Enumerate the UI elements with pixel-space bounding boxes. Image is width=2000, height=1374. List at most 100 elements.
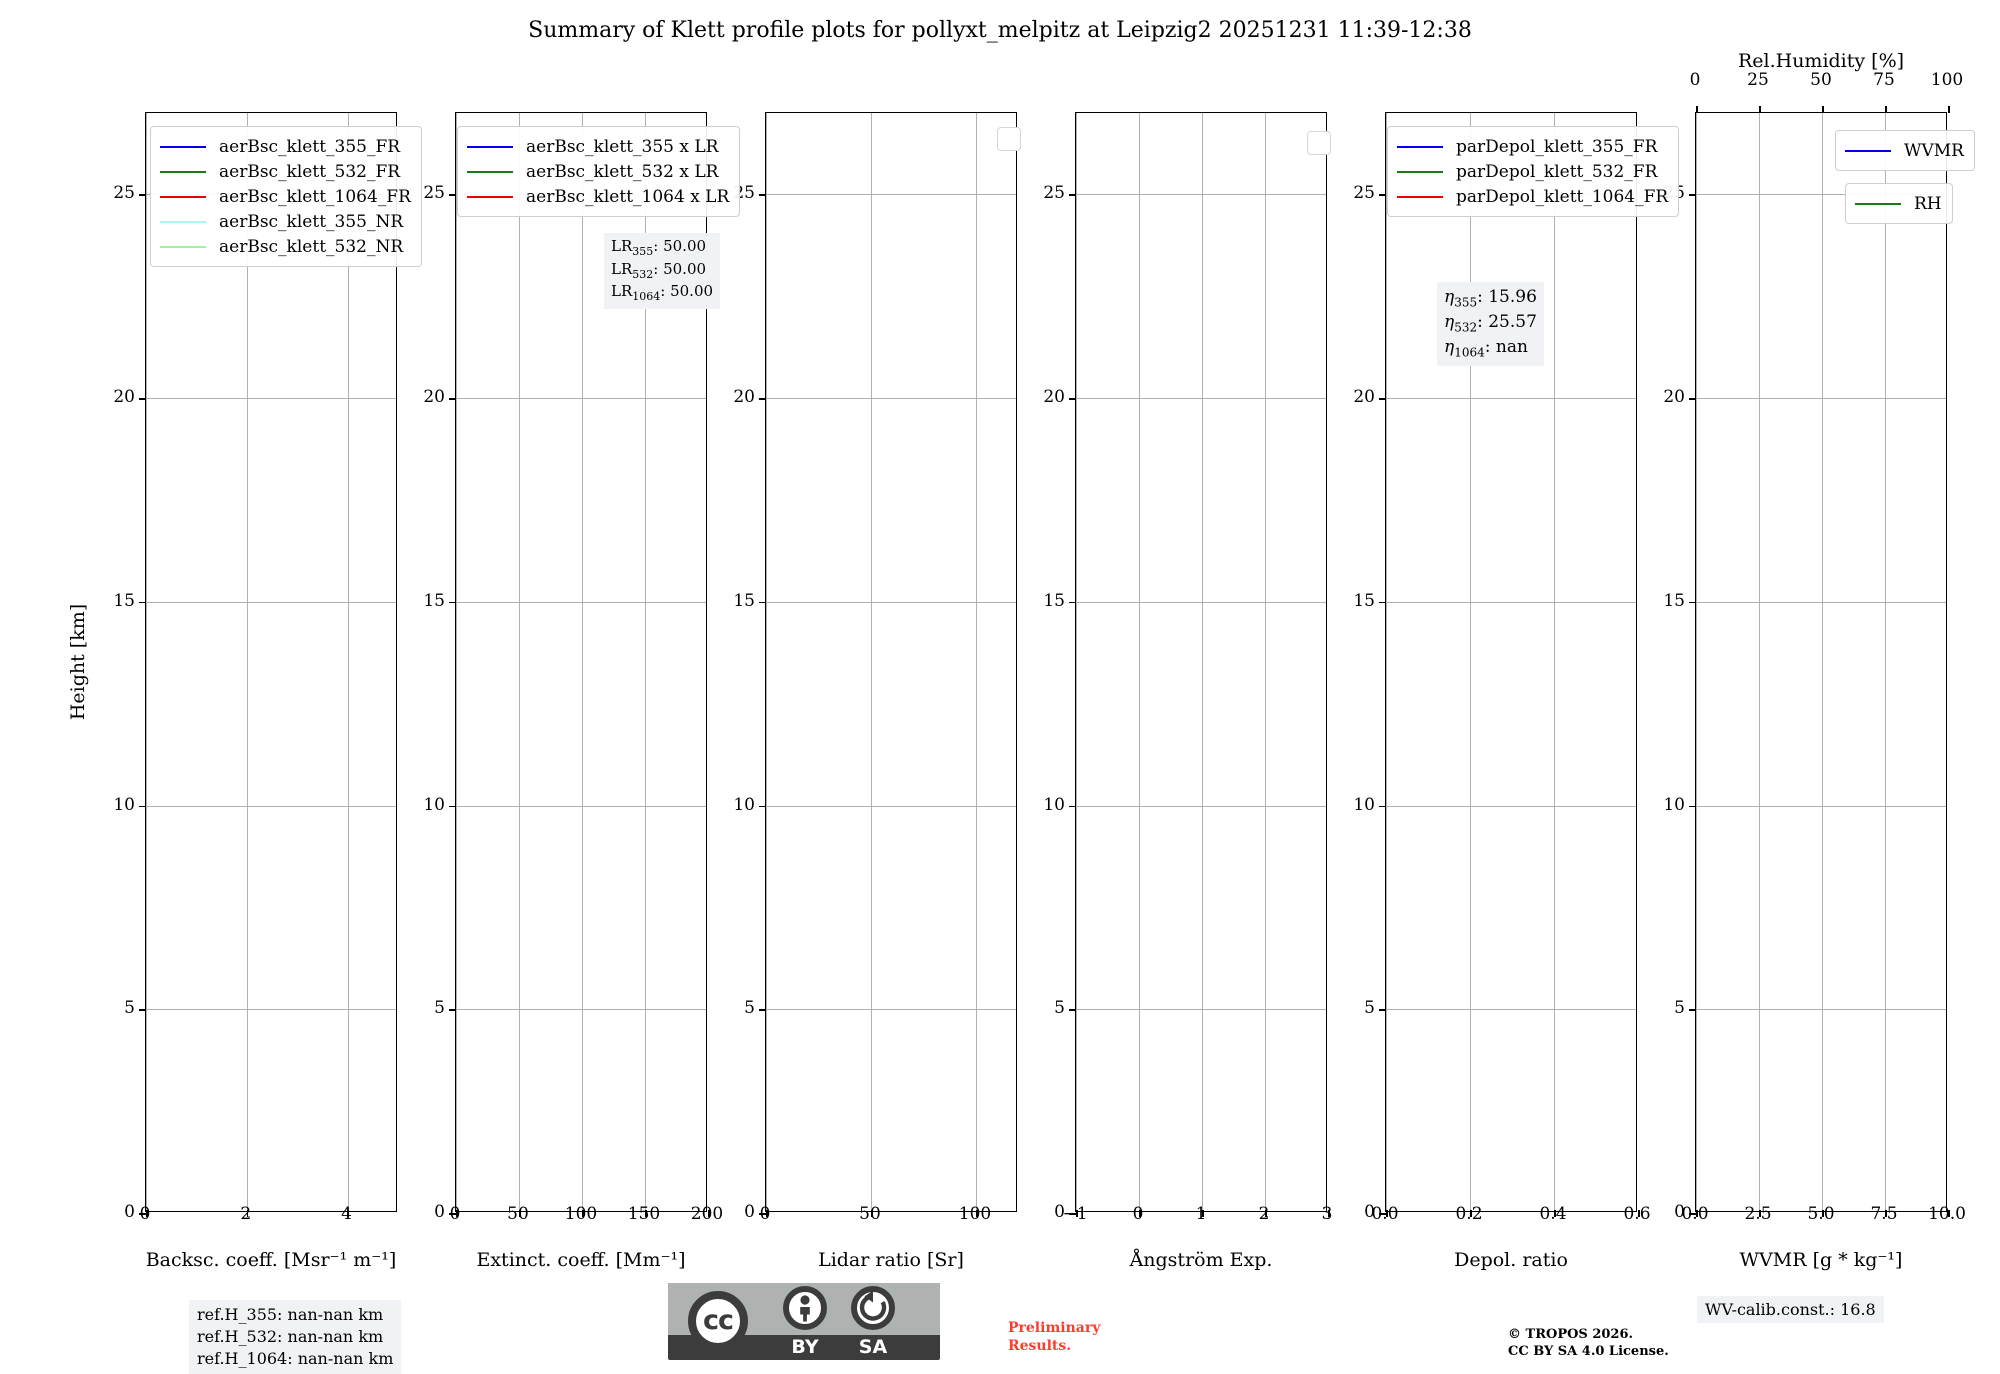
legend-color-swatch	[160, 195, 206, 198]
legend-depol-ratio[interactable]: parDepol_klett_355_FR parDepol_klett_532_…	[1387, 126, 1680, 217]
gridline-horizontal	[1386, 398, 1636, 400]
legend-entry[interactable]: aerBsc_klett_532_FR	[160, 159, 411, 184]
legend-backscatter[interactable]: aerBsc_klett_355_FR aerBsc_klett_532_FR ae…	[150, 126, 422, 267]
y-tick-label: 10	[1663, 794, 1685, 815]
annotation-line: η355: 15.96	[1444, 287, 1537, 310]
y-tick-label: 10	[423, 794, 445, 815]
gridline-horizontal	[766, 805, 1016, 807]
y-tick-mark	[139, 398, 146, 400]
y-tick-label: 5	[744, 998, 755, 1019]
legend-entry[interactable]: aerBsc_klett_355_NR	[160, 209, 411, 234]
gridline-vertical	[1885, 113, 1886, 1211]
y-tick-mark	[1379, 1009, 1386, 1011]
legend-entry[interactable]: parDepol_klett_1064_FR	[1397, 184, 1668, 209]
top-x-tick-label: 0	[1689, 70, 1701, 90]
top-x-tick-mark	[1696, 106, 1698, 113]
legend-entry[interactable]: parDepol_klett_532_FR	[1397, 159, 1668, 184]
x-tick-mark	[766, 1210, 768, 1217]
gridline-horizontal	[1076, 194, 1326, 196]
x-tick-mark	[146, 1210, 148, 1217]
gridline-horizontal	[1386, 601, 1636, 603]
legend-entry-label: parDepol_klett_532_FR	[1456, 161, 1658, 182]
legend-entry[interactable]: aerBsc_klett_532_NR	[160, 234, 411, 259]
gridline-vertical	[766, 113, 767, 1211]
legend-color-swatch	[160, 245, 206, 248]
gridline-horizontal	[146, 601, 396, 603]
empty-legend-stub[interactable]	[997, 127, 1021, 151]
legend-entry[interactable]: WVMR	[1845, 138, 1964, 163]
gridline-vertical	[519, 113, 520, 1211]
legend-entry-label: aerBsc_klett_355_NR	[219, 211, 404, 232]
x-axis-label-angstrom-exponent: Ångström Exp.	[1129, 1249, 1273, 1271]
legend-extinction[interactable]: aerBsc_klett_355 x LR aerBsc_klett_532 x …	[457, 126, 741, 217]
x-axis-label-depol-ratio: Depol. ratio	[1454, 1249, 1568, 1271]
cc-sa-label: SA	[858, 1336, 888, 1358]
legend-color-swatch	[160, 170, 206, 173]
y-tick-label: 25	[1043, 183, 1065, 204]
x-tick-mark	[645, 1210, 647, 1217]
x-tick-mark	[582, 1210, 584, 1217]
empty-legend-stub[interactable]	[1307, 131, 1331, 155]
legend-wvmr[interactable]: RH	[1845, 183, 1953, 224]
gridline-vertical	[645, 113, 646, 1211]
gridline-horizontal	[1386, 805, 1636, 807]
y-tick-mark	[1379, 1213, 1386, 1215]
y-tick-label: 20	[423, 387, 445, 408]
refh-line-1064: ref.H_1064: nan-nan km	[197, 1349, 394, 1369]
top-x-tick-label: 25	[1747, 70, 1769, 90]
y-tick-label: 25	[1353, 183, 1375, 204]
y-tick-label: 15	[733, 590, 755, 611]
y-tick-mark	[1379, 805, 1386, 808]
x-tick-label: 100	[564, 1204, 598, 1224]
y-tick-mark	[449, 1213, 456, 1215]
y-tick-label: 15	[113, 590, 135, 611]
x-tick-label: 0	[449, 1204, 461, 1224]
x-tick-label: 3	[1321, 1204, 1333, 1224]
y-tick-label: 10	[733, 794, 755, 815]
y-tick-mark	[1379, 194, 1386, 197]
y-tick-mark	[139, 805, 146, 808]
legend-entry[interactable]: aerBsc_klett_1064_FR	[160, 184, 411, 209]
legend-entry[interactable]: aerBsc_klett_1064 x LR	[467, 184, 729, 209]
legend-color-swatch	[160, 220, 206, 223]
y-tick-mark	[1069, 398, 1076, 400]
x-tick-label: 0.6	[1623, 1204, 1651, 1224]
legend-entry[interactable]: aerBsc_klett_532 x LR	[467, 159, 729, 184]
gridline-horizontal	[456, 398, 706, 400]
preliminary-line-1: Preliminary	[1008, 1320, 1101, 1336]
gridline-vertical	[1202, 113, 1203, 1211]
legend-entry-label: RH	[1914, 193, 1942, 214]
plot-area-wvmr	[1696, 113, 1946, 1211]
legend-entry[interactable]: RH	[1855, 191, 1942, 216]
y-tick-mark	[1379, 398, 1386, 400]
y-tick-mark	[139, 1213, 146, 1215]
x-tick-label: 5.0	[1807, 1204, 1835, 1224]
top-x-tick-label: 75	[1873, 70, 1895, 90]
legend-entry[interactable]: aerBsc_klett_355 x LR	[467, 134, 729, 159]
gridline-horizontal	[456, 805, 706, 807]
x-tick-mark	[1386, 1210, 1388, 1217]
gridline-vertical	[1470, 113, 1471, 1211]
legend-wvmr[interactable]: WVMR	[1835, 130, 1975, 171]
gridline-horizontal	[1076, 805, 1326, 807]
gridline-vertical	[1386, 113, 1387, 1211]
legend-entry[interactable]: parDepol_klett_355_FR	[1397, 134, 1668, 159]
x-tick-label: 2	[1258, 1204, 1270, 1224]
legend-color-swatch	[467, 195, 513, 198]
y-tick-mark	[759, 1009, 766, 1011]
wv-calib-value: WV-calib.const.: 16.8	[1705, 1300, 1876, 1319]
y-tick-label: 20	[1663, 387, 1685, 408]
gridline-vertical	[1759, 113, 1760, 1211]
legend-entry-label: parDepol_klett_355_FR	[1456, 136, 1658, 157]
y-tick-label: 5	[434, 998, 445, 1019]
legend-color-swatch	[1397, 145, 1443, 148]
y-tick-label: 15	[1043, 590, 1065, 611]
annotation-line: LR355: 50.00	[611, 237, 707, 258]
legend-entry-label: aerBsc_klett_1064_FR	[219, 186, 411, 207]
x-tick-mark	[1759, 1210, 1761, 1217]
legend-entry[interactable]: aerBsc_klett_355_FR	[160, 134, 411, 159]
legend-entry-label: aerBsc_klett_532 x LR	[526, 161, 719, 182]
gridline-horizontal	[1696, 1009, 1946, 1011]
cc-logo-icon	[688, 1291, 748, 1351]
legend-entry-label: aerBsc_klett_532_NR	[219, 236, 404, 257]
